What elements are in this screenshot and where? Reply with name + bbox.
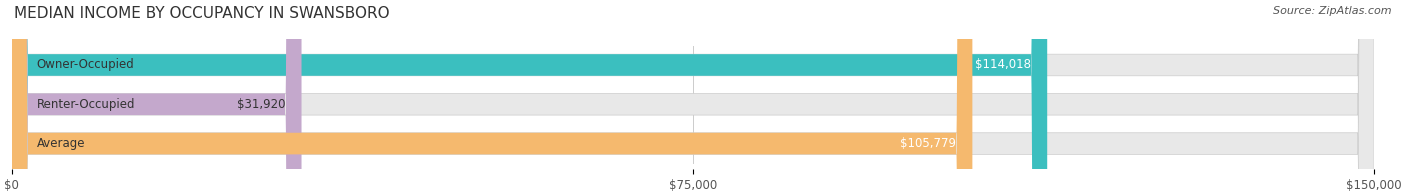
Text: Source: ZipAtlas.com: Source: ZipAtlas.com [1274, 6, 1392, 16]
Text: Owner-Occupied: Owner-Occupied [37, 58, 135, 72]
Text: $114,018: $114,018 [976, 58, 1032, 72]
FancyBboxPatch shape [11, 0, 973, 196]
Text: MEDIAN INCOME BY OCCUPANCY IN SWANSBORO: MEDIAN INCOME BY OCCUPANCY IN SWANSBORO [14, 6, 389, 21]
Text: Renter-Occupied: Renter-Occupied [37, 98, 135, 111]
FancyBboxPatch shape [11, 0, 1374, 196]
Text: $31,920: $31,920 [238, 98, 285, 111]
FancyBboxPatch shape [11, 0, 301, 196]
FancyBboxPatch shape [11, 0, 1047, 196]
Text: Average: Average [37, 137, 86, 150]
FancyBboxPatch shape [11, 0, 1374, 196]
FancyBboxPatch shape [11, 0, 1374, 196]
Text: $105,779: $105,779 [900, 137, 956, 150]
